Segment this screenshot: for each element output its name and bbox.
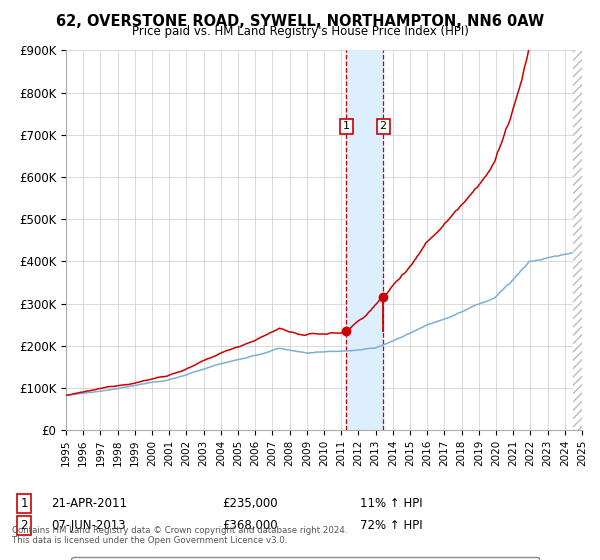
Text: 2: 2 bbox=[20, 519, 28, 531]
Text: 11% ↑ HPI: 11% ↑ HPI bbox=[360, 497, 422, 510]
Bar bbox=[346, 50, 383, 430]
Text: 1: 1 bbox=[343, 122, 350, 132]
Text: £368,000: £368,000 bbox=[222, 519, 278, 531]
Text: 72% ↑ HPI: 72% ↑ HPI bbox=[360, 519, 422, 531]
Bar bbox=[574, 50, 582, 430]
Text: 1: 1 bbox=[20, 497, 28, 510]
Text: £235,000: £235,000 bbox=[222, 497, 278, 510]
Legend: 62, OVERSTONE ROAD, SYWELL, NORTHAMPTON, NN6 0AW (detached house), HPI: Average : 62, OVERSTONE ROAD, SYWELL, NORTHAMPTON,… bbox=[71, 557, 539, 560]
Text: Contains HM Land Registry data © Crown copyright and database right 2024.
This d: Contains HM Land Registry data © Crown c… bbox=[12, 526, 347, 545]
Text: 21-APR-2011: 21-APR-2011 bbox=[51, 497, 127, 510]
Text: Price paid vs. HM Land Registry's House Price Index (HPI): Price paid vs. HM Land Registry's House … bbox=[131, 25, 469, 38]
Text: 2: 2 bbox=[380, 122, 387, 132]
Text: 07-JUN-2013: 07-JUN-2013 bbox=[51, 519, 125, 531]
Text: 62, OVERSTONE ROAD, SYWELL, NORTHAMPTON, NN6 0AW: 62, OVERSTONE ROAD, SYWELL, NORTHAMPTON,… bbox=[56, 14, 544, 29]
